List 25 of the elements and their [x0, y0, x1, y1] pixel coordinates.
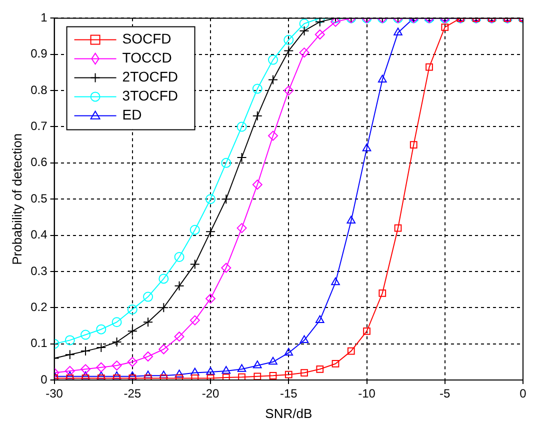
x-tick-label: -25: [124, 386, 142, 401]
x-tick-label: -15: [280, 386, 298, 401]
y-tick-label: 0.3: [30, 264, 48, 278]
x-tick-label: -5: [440, 386, 451, 401]
x-axis-title: SNR/dB: [265, 406, 312, 421]
y-tick-label: 0.9: [30, 46, 48, 61]
x-tick-label: -30: [46, 386, 64, 401]
y-tick-label: 0.4: [30, 228, 48, 242]
y-axis-title: Probability of detection: [9, 133, 24, 265]
y-tick-label: 0.6: [30, 155, 48, 170]
y-tick-label: 1: [40, 10, 48, 25]
legend-label: 2TOCFD: [122, 68, 178, 85]
x-tick-label: 0: [520, 386, 527, 401]
y-tick-label: 0: [40, 372, 48, 386]
legend-label: SOCFD: [122, 30, 172, 47]
legend-label: 3TOCFD: [122, 88, 178, 104]
y-tick-label: 0.7: [30, 119, 48, 134]
y-tick-label: 0.1: [30, 336, 48, 350]
y-tick-label: 0.2: [30, 300, 48, 314]
legend-label: ED: [122, 106, 142, 123]
legend-label: TOCCD: [122, 50, 172, 66]
x-tick-label: -10: [358, 386, 376, 401]
y-tick-label: 0.5: [30, 191, 48, 206]
y-tick-label: 0.8: [30, 82, 48, 97]
x-tick-label: -20: [202, 386, 220, 401]
